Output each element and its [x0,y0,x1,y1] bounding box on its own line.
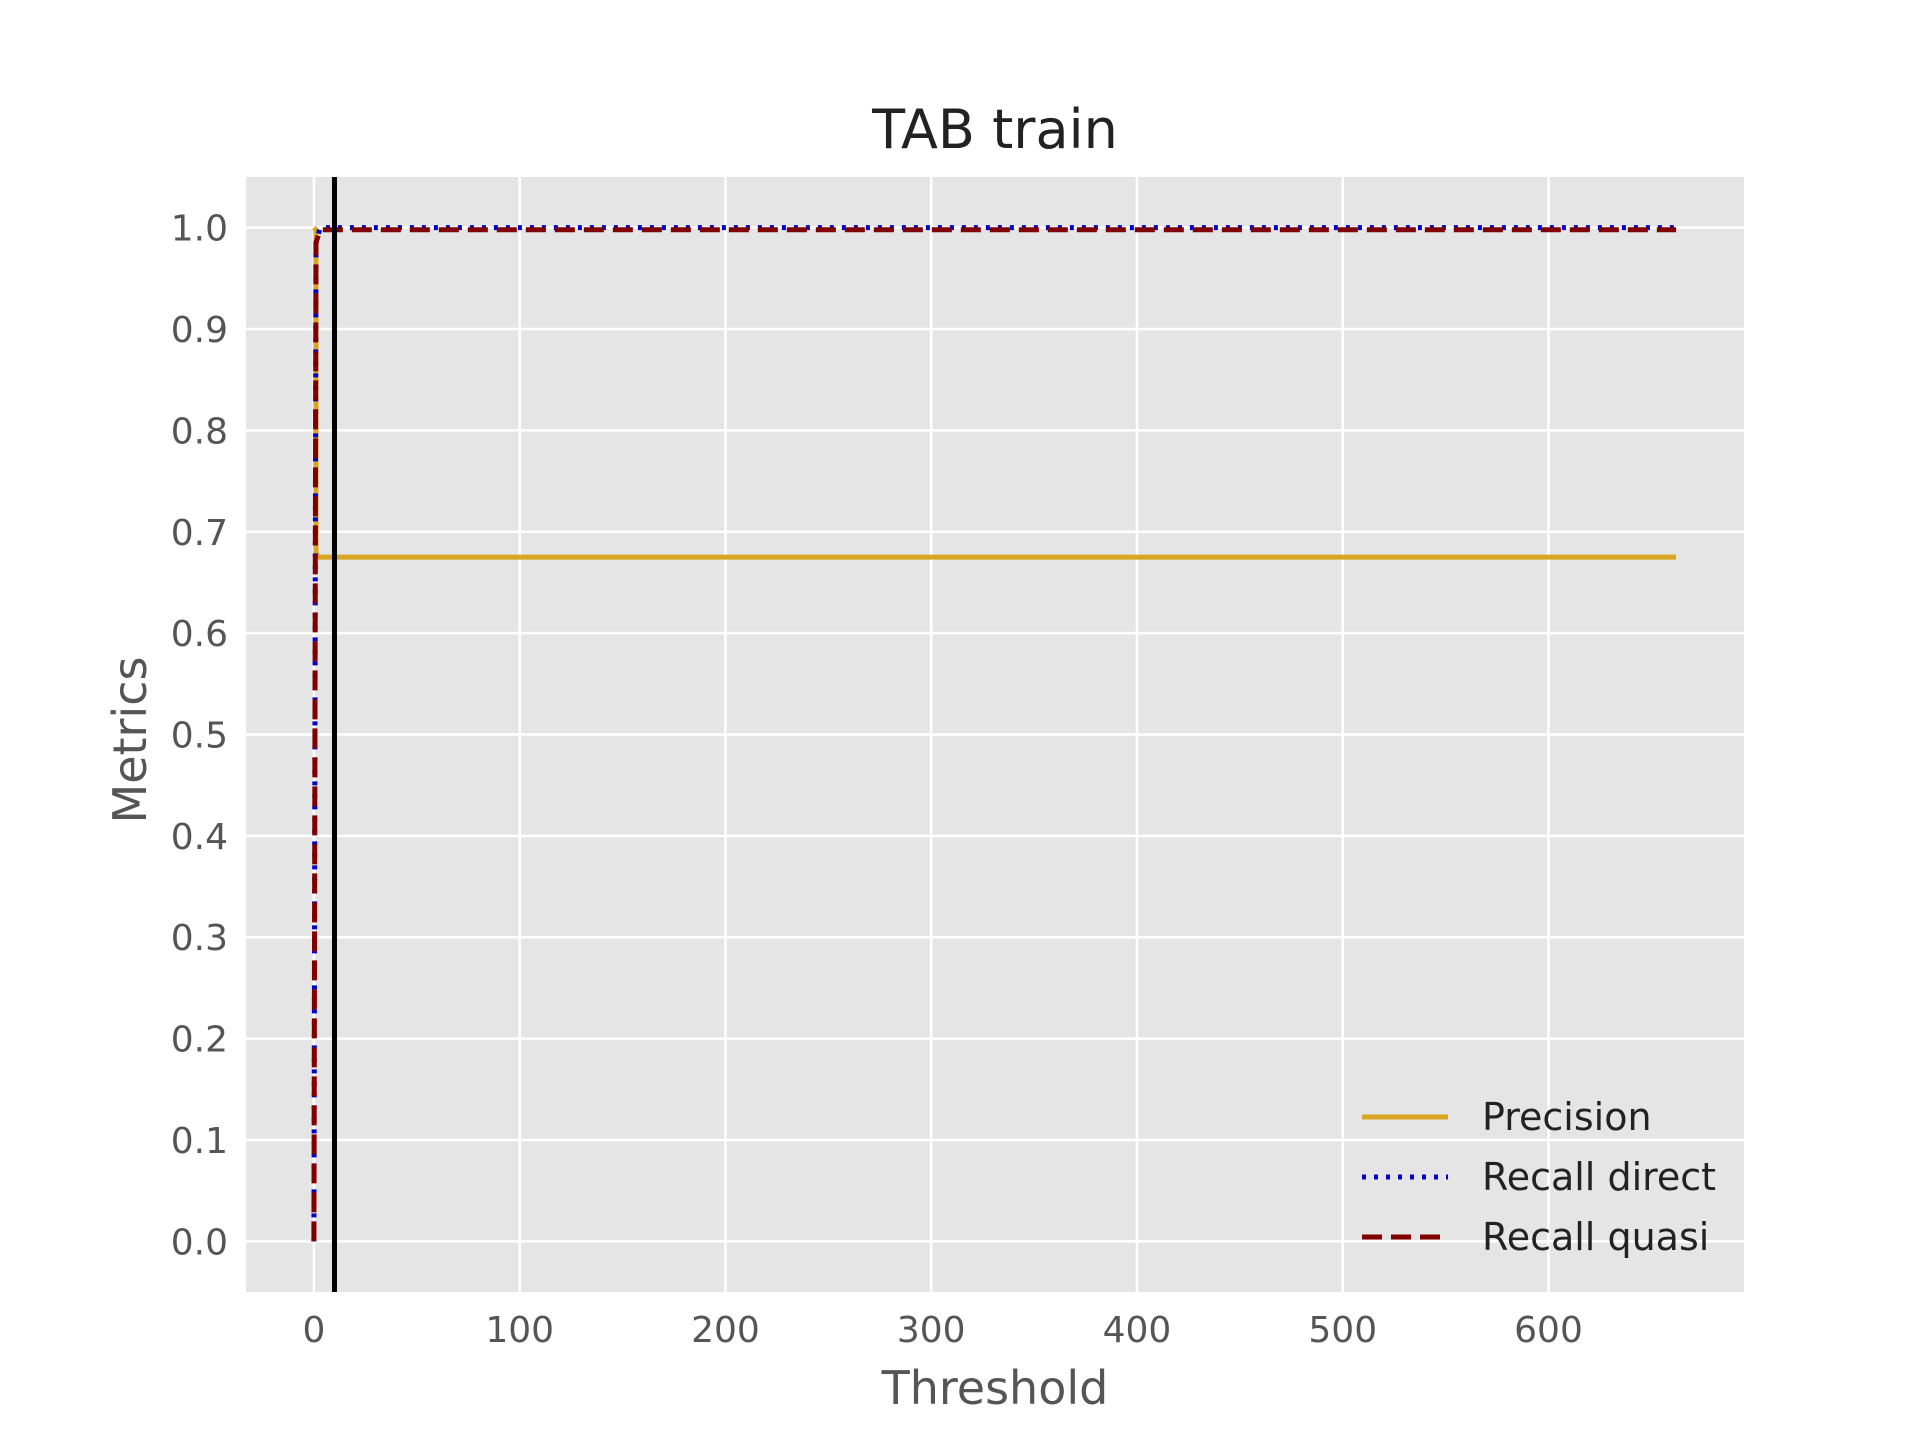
y-tick-label: 0.8 [171,411,228,452]
x-axis-ticks: 0 100 200 300 400 500 600 [302,1310,1582,1351]
y-tick-label: 0.1 [171,1121,228,1162]
x-tick-label: 400 [1103,1310,1172,1351]
y-tick-label: 0.4 [171,817,228,858]
y-tick-label: 1.0 [171,209,228,250]
series-lines [311,225,1677,1242]
y-tick-label: 0.2 [171,1020,228,1061]
legend: Precision Recall direct Recall quasi [1362,1095,1716,1259]
y-tick-label: 0.3 [171,918,228,959]
x-tick-label: 300 [897,1310,966,1351]
y-tick-label: 0.5 [171,716,228,757]
y-axis-label: Metrics [103,657,157,824]
y-tick-label: 0.0 [171,1222,228,1263]
y-tick-label: 0.6 [171,614,228,655]
legend-label-0: Precision [1482,1095,1652,1139]
series-line-2 [311,227,1677,1242]
legend-label-1: Recall direct [1482,1155,1716,1199]
x-tick-label: 0 [302,1310,325,1351]
grid [246,177,1744,1292]
y-axis-ticks: 0.0 0.1 0.2 0.3 0.4 0.5 0.6 0.7 0.8 0.9 1.0 [171,209,228,1264]
chart-title: TAB train [871,98,1118,161]
x-axis-label: Threshold [881,1361,1109,1415]
x-tick-label: 600 [1514,1310,1583,1351]
series-line-0 [312,225,1677,560]
y-tick-label: 0.9 [171,310,228,351]
x-tick-label: 100 [485,1310,554,1351]
x-tick-label: 200 [691,1310,760,1351]
x-tick-label: 500 [1308,1310,1377,1351]
legend-label-2: Recall quasi [1482,1215,1709,1259]
y-tick-label: 0.7 [171,513,228,554]
